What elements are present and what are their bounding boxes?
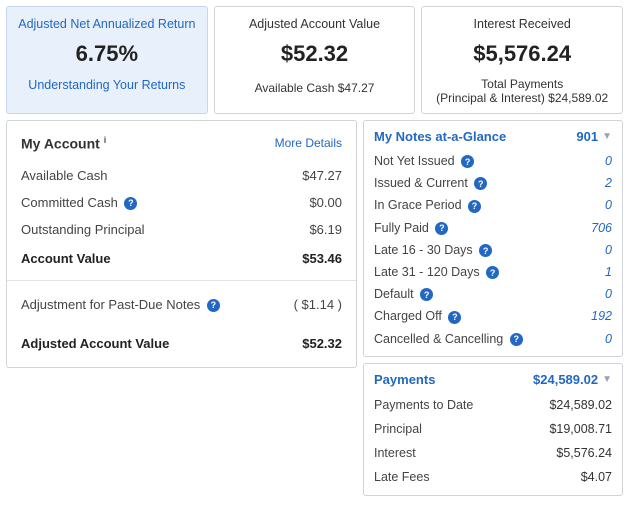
note-row-value: 2 <box>582 176 612 190</box>
payment-row-value: $19,008.71 <box>549 422 612 436</box>
account-value-label: Adjusted Account Value <box>223 17 407 31</box>
note-row-label: Default ? <box>374 287 433 301</box>
note-row: Not Yet Issued ? 0 <box>374 150 612 172</box>
account-row-label: Committed Cash ? <box>21 195 137 210</box>
payment-row-label: Payments to Date <box>374 398 473 412</box>
help-icon[interactable]: ? <box>448 311 461 324</box>
account-row: Outstanding Principal $6.19 <box>7 216 356 243</box>
payment-row: Principal $19,008.71 <box>374 417 612 441</box>
account-row-value: $47.27 <box>302 168 342 183</box>
note-row: Charged Off ? 192 <box>374 305 612 327</box>
interest-label: Interest Received <box>430 17 614 31</box>
note-row: Default ? 0 <box>374 283 612 305</box>
account-value-row: Account Value $53.46 <box>7 243 356 280</box>
note-row-label: Cancelled & Cancelling ? <box>374 332 523 346</box>
note-row-value: 0 <box>582 287 612 301</box>
more-details-link[interactable]: More Details <box>275 136 342 150</box>
note-row-value: 706 <box>582 221 612 235</box>
payment-row-value: $5,576.24 <box>556 446 612 460</box>
chevron-down-icon: ▼ <box>602 131 612 142</box>
payment-row-value: $24,589.02 <box>549 398 612 412</box>
payment-row: Payments to Date $24,589.02 <box>374 393 612 417</box>
return-label[interactable]: Adjusted Net Annualized Return <box>15 17 199 31</box>
payments-card: Payments $24,589.02 ▼ Payments to Date $2… <box>363 363 623 496</box>
help-icon[interactable]: ? <box>124 197 137 210</box>
note-row-label: Not Yet Issued ? <box>374 154 474 168</box>
adjustment-label: Adjustment for Past-Due Notes ? <box>21 297 220 312</box>
return-value: 6.75% <box>15 41 199 67</box>
interest-card: Interest Received $5,576.24 Total Paymen… <box>421 6 623 114</box>
help-icon[interactable]: ? <box>420 288 433 301</box>
note-row: Late 31 - 120 Days ? 1 <box>374 261 612 283</box>
adjusted-value-row: Adjusted Account Value $52.32 <box>7 328 356 367</box>
total-payments-value: (Principal & Interest) $24,589.02 <box>430 91 614 105</box>
main-row: My Account i More Details Available Cash… <box>6 120 623 496</box>
note-row: Late 16 - 30 Days ? 0 <box>374 239 612 261</box>
my-account-card: My Account i More Details Available Cash… <box>6 120 357 368</box>
payment-row-label: Principal <box>374 422 422 436</box>
help-icon[interactable]: ? <box>207 299 220 312</box>
help-icon[interactable]: ? <box>435 222 448 235</box>
payments-title[interactable]: Payments <box>374 372 435 387</box>
payments-total[interactable]: $24,589.02 ▼ <box>533 372 612 387</box>
notes-count[interactable]: 901 ▼ <box>576 129 612 144</box>
note-row-label: Fully Paid ? <box>374 221 448 235</box>
notes-glance-card: My Notes at-a-Glance 901 ▼ Not Yet Issue… <box>363 120 623 357</box>
help-icon[interactable]: ? <box>468 200 481 213</box>
payment-row: Interest $5,576.24 <box>374 441 612 465</box>
note-row-value: 0 <box>582 154 612 168</box>
note-row: Fully Paid ? 706 <box>374 217 612 239</box>
understanding-returns-link[interactable]: Understanding Your Returns <box>28 78 185 92</box>
note-row: Cancelled & Cancelling ? 0 <box>374 328 612 350</box>
account-value-amount: $52.32 <box>223 41 407 67</box>
available-cash-sub: Available Cash $47.27 <box>223 81 407 95</box>
note-row-label: Charged Off ? <box>374 309 461 323</box>
note-row: Issued & Current ? 2 <box>374 172 612 194</box>
my-account-title: My Account i <box>21 135 106 152</box>
adjustment-value: ( $1.14 ) <box>294 297 342 312</box>
payment-row: Late Fees $4.07 <box>374 465 612 489</box>
note-row-value: 192 <box>582 309 612 323</box>
help-icon[interactable]: ? <box>461 155 474 168</box>
chevron-down-icon: ▼ <box>602 374 612 385</box>
notes-title[interactable]: My Notes at-a-Glance <box>374 129 506 144</box>
help-icon[interactable]: ? <box>510 333 523 346</box>
note-row-label: Issued & Current ? <box>374 176 487 190</box>
account-value-row-label: Account Value <box>21 251 111 266</box>
payment-row-label: Interest <box>374 446 416 460</box>
info-superscript: i <box>104 135 107 145</box>
account-row: Available Cash $47.27 <box>7 162 356 189</box>
adjusted-value-label: Adjusted Account Value <box>21 336 169 351</box>
note-row-label: Late 16 - 30 Days ? <box>374 243 492 257</box>
adjusted-value-value: $52.32 <box>302 336 342 351</box>
note-row-value: 0 <box>582 332 612 346</box>
account-row-label: Outstanding Principal <box>21 222 145 237</box>
account-row-value: $0.00 <box>309 195 342 210</box>
payment-row-label: Late Fees <box>374 470 430 484</box>
help-icon[interactable]: ? <box>479 244 492 257</box>
interest-value: $5,576.24 <box>430 41 614 67</box>
account-value-row-value: $53.46 <box>302 251 342 266</box>
adjustment-row: Adjustment for Past-Due Notes ? ( $1.14 … <box>7 281 356 328</box>
account-value-card: Adjusted Account Value $52.32 Available … <box>214 6 416 114</box>
help-icon[interactable]: ? <box>486 266 499 279</box>
note-row: In Grace Period ? 0 <box>374 194 612 216</box>
account-row-value: $6.19 <box>309 222 342 237</box>
help-icon[interactable]: ? <box>474 177 487 190</box>
account-row: Committed Cash ? $0.00 <box>7 189 356 216</box>
return-card: Adjusted Net Annualized Return 6.75% Und… <box>6 6 208 114</box>
note-row-label: Late 31 - 120 Days ? <box>374 265 499 279</box>
payment-row-value: $4.07 <box>581 470 612 484</box>
note-row-label: In Grace Period ? <box>374 198 481 212</box>
account-row-label: Available Cash <box>21 168 107 183</box>
note-row-value: 0 <box>582 243 612 257</box>
summary-cards-row: Adjusted Net Annualized Return 6.75% Und… <box>6 6 623 114</box>
total-payments-label: Total Payments <box>430 77 614 91</box>
note-row-value: 1 <box>582 265 612 279</box>
note-row-value: 0 <box>582 198 612 212</box>
